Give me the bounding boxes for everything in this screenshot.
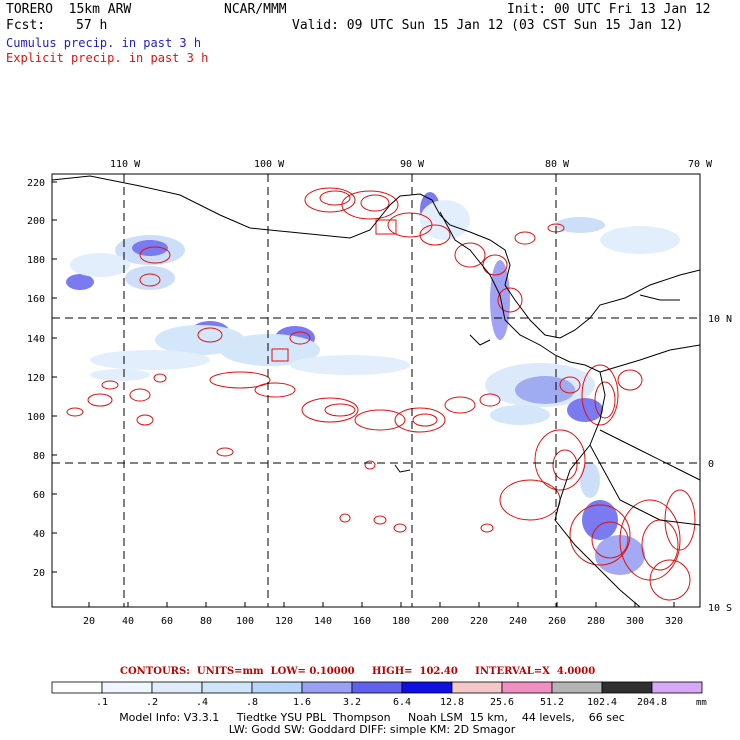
x-tick-label: 200 [431,616,449,627]
x-tick-label: 120 [275,616,293,627]
colorbar-label: 102.4 [587,697,617,708]
x-tick-label: 180 [392,616,410,627]
org-label: NCAR/MMM [224,2,287,17]
y-tick-label: 80 [33,451,45,462]
coastlines [51,175,701,608]
lat-label-0: 0 [708,459,714,470]
y-tick-label: 140 [27,334,45,345]
colorbar-unit: mm [696,698,707,708]
y-tick-label: 100 [27,412,45,423]
colorbar-swatch [651,681,703,694]
model-title: TORERO 15km ARW [6,2,132,17]
colorbar-label: .4 [196,697,208,708]
colorbar-swatch [351,681,403,694]
colorbar-label: .2 [146,697,158,708]
x-tick-label: 260 [548,616,566,627]
y-tick-label: 40 [33,529,45,540]
colorbar-swatch [151,681,203,694]
x-tick-label: 320 [665,616,683,627]
colorbar-swatch [601,681,653,694]
contours-info: CONTOURS: UNITS=mm LOW= 0.10000 HIGH= 10… [120,666,596,677]
colorbar-label: .1 [96,697,108,708]
lat-label-10n: 10 N [708,314,732,325]
x-tick-label: 140 [314,616,332,627]
colorbar-label: 3.2 [343,697,361,708]
lon-label-100w: 100 W [254,159,285,170]
colorbar-labels: .1 .2 .4 .8 1.6 3.2 6.4 12.8 25.6 51.2 102.4 204.8 [96,697,667,708]
lon-label-90w: 90 W [400,159,425,170]
x-tick-label: 60 [161,616,173,627]
colorbar-swatch [451,681,503,694]
init-time: Init: 00 UTC Fri 13 Jan 12 [507,2,711,17]
valid-time: Valid: 09 UTC Sun 15 Jan 12 (03 CST Sun … [292,18,684,33]
colorbar-swatch [301,681,353,694]
colorbar-swatch [201,681,253,694]
colorbar-swatch [101,681,153,694]
y-tick-label: 60 [33,490,45,501]
colorbar-label: 25.6 [490,697,514,708]
colorbar-swatch [501,681,553,694]
x-tick-label: 240 [509,616,527,627]
y-tick-label: 220 [27,178,45,189]
precip-colorbar [51,681,703,694]
y-tick-label: 20 [33,568,45,579]
forecast-label: Fcst: [6,18,46,33]
colorbar-label: .8 [246,697,258,708]
y-tick-label: 160 [27,294,45,305]
x-tick-label: 100 [236,616,254,627]
colorbar-swatch [51,681,103,694]
colorbar-label: 51.2 [540,697,564,708]
colorbar-label: 1.6 [293,697,311,708]
lat-label-10s: 10 S [708,603,732,614]
colorbar-label: 12.8 [440,697,464,708]
colorbar-swatch [401,681,453,694]
x-tick-label: 160 [353,616,371,627]
lon-label-80w: 80 W [545,159,570,170]
cumulus-precip-field [66,192,680,575]
forecast-hour: 57 h [76,18,108,33]
colorbar-label: 204.8 [637,697,667,708]
lon-label-110w: 110 W [110,159,141,170]
x-tick-label: 80 [200,616,212,627]
cumulus-legend: Cumulus precip. in past 3 h [6,36,202,50]
x-tick-label: 220 [470,616,488,627]
explicit-legend: Explicit precip. in past 3 h [6,51,209,65]
y-tick-label: 180 [27,255,45,266]
lat-lon-grid [52,174,700,607]
explicit-precip-contours [66,187,696,601]
colorbar-label: 6.4 [393,697,411,708]
model-info-line2: LW: Godd SW: Goddard DIFF: simple KM: 2D… [228,723,516,736]
y-tick-label: 120 [27,373,45,384]
x-tick-label: 280 [587,616,605,627]
frame-ticks [52,181,675,607]
colorbar-swatch [551,681,603,694]
colorbar-swatch [251,681,303,694]
model-info-line1: Model Info: V3.3.1 Tiedtke YSU PBL Thomp… [119,711,625,724]
x-tick-label: 20 [83,616,95,627]
x-tick-label: 40 [122,616,134,627]
lon-label-70w: 70 W [688,159,713,170]
y-tick-label: 200 [27,216,45,227]
x-tick-label: 300 [626,616,644,627]
